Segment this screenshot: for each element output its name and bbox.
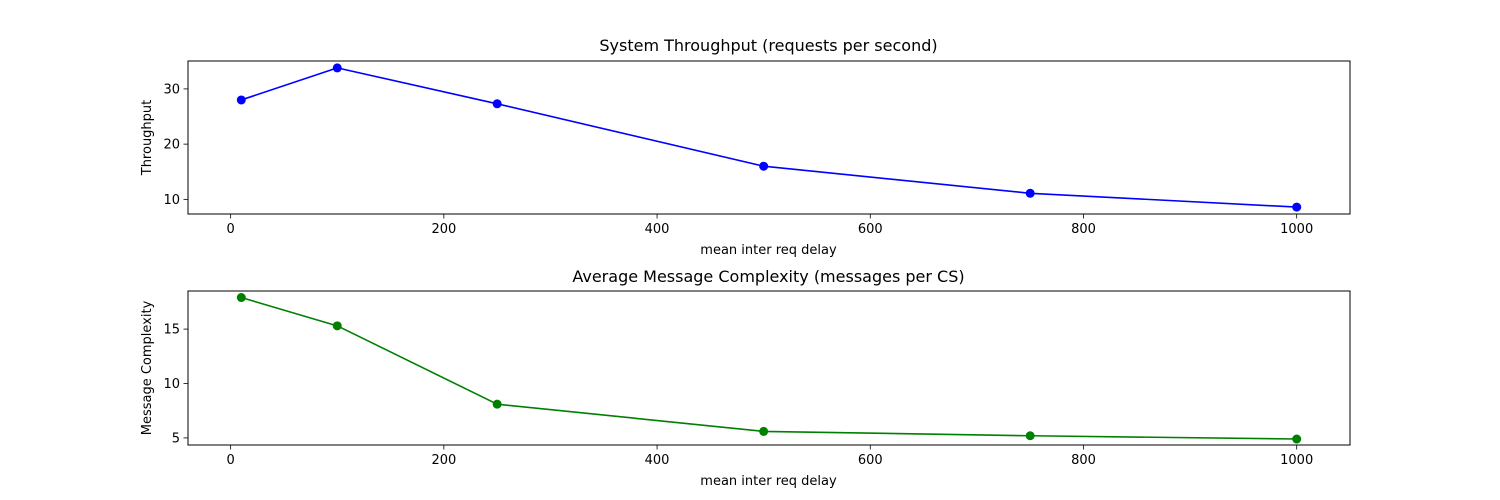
x-tick-label: 0 xyxy=(227,453,235,468)
y-axis-label: Message Complexity xyxy=(140,300,155,435)
y-tick-label: 10 xyxy=(163,377,180,392)
data-point xyxy=(332,63,342,73)
message-complexity-chart: Average Message Complexity (messages per… xyxy=(140,267,1351,489)
x-tick-label: 800 xyxy=(1071,222,1096,237)
data-point xyxy=(1292,202,1302,212)
y-tick-label: 10 xyxy=(163,193,180,208)
y-tick-label: 30 xyxy=(163,82,180,97)
y-axis-label: Throughput xyxy=(140,100,155,177)
axis-ticks: 0 200 400 600 800 1000 5 10 15 xyxy=(163,323,1313,468)
series-marks xyxy=(236,293,1302,444)
x-tick-label: 600 xyxy=(858,222,883,237)
series-line xyxy=(241,67,1297,208)
x-tick-label: 600 xyxy=(858,453,883,468)
series-line xyxy=(241,296,1297,440)
y-tick-label: 5 xyxy=(172,431,180,446)
data-point xyxy=(759,161,769,171)
data-point xyxy=(236,95,246,105)
x-tick-label: 400 xyxy=(645,453,670,468)
data-point xyxy=(332,321,342,331)
chart-title: Average Message Complexity (messages per… xyxy=(572,267,964,286)
x-axis-label: mean inter req delay xyxy=(700,474,837,489)
x-tick-label: 1000 xyxy=(1280,453,1313,468)
series-marks xyxy=(236,63,1302,212)
x-tick-label: 0 xyxy=(227,222,235,237)
x-tick-label: 200 xyxy=(431,222,456,237)
data-point xyxy=(492,99,502,109)
x-axis-label: mean inter req delay xyxy=(700,243,837,258)
chart-title: System Throughput (requests per second) xyxy=(599,36,937,55)
data-point xyxy=(759,426,769,436)
data-point xyxy=(492,399,502,409)
throughput-chart: System Throughput (requests per second) … xyxy=(140,36,1351,258)
plot-frame xyxy=(187,290,1351,446)
y-tick-label: 20 xyxy=(163,138,180,153)
y-tick-label: 15 xyxy=(163,323,180,338)
data-point xyxy=(1292,434,1302,444)
plot-frame xyxy=(187,60,1351,215)
x-tick-label: 800 xyxy=(1071,453,1096,468)
x-tick-label: 1000 xyxy=(1280,222,1313,237)
x-tick-label: 200 xyxy=(431,453,456,468)
axis-ticks: 0 200 400 600 800 1000 10 20 30 xyxy=(163,82,1313,237)
data-point xyxy=(1025,431,1035,441)
data-point xyxy=(236,293,246,303)
data-point xyxy=(1025,188,1035,198)
x-tick-label: 400 xyxy=(645,222,670,237)
